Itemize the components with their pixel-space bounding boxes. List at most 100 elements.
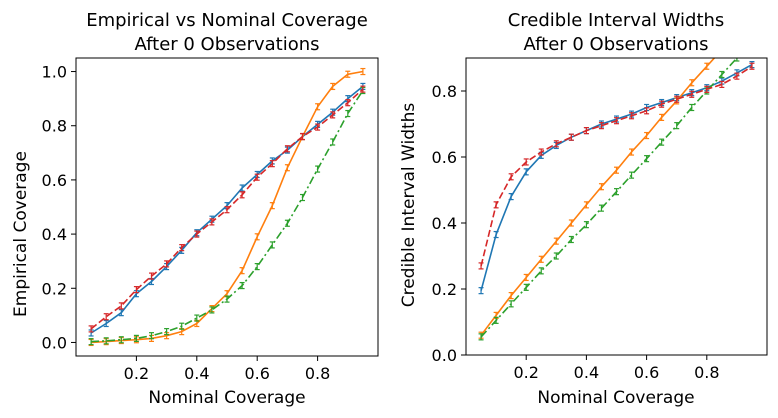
width-series-3-point (659, 100, 665, 108)
coverage-series-3-point (103, 313, 109, 321)
coverage-series-2-point (284, 219, 290, 227)
width-series-2-point (538, 267, 544, 275)
coverage-series-2-point (254, 263, 260, 271)
width-ytick-label: 0.2 (432, 280, 457, 299)
width-series-0-point (523, 168, 529, 176)
coverage-ytick-label: 1.0 (42, 63, 67, 82)
width-series-3-point (568, 133, 574, 141)
coverage-chart-xlabel: Nominal Coverage (148, 388, 305, 408)
width-series-2-point (508, 300, 514, 308)
coverage-chart-ylabel: Empirical Coverage (11, 151, 31, 317)
width-series-3-point (749, 62, 755, 70)
width-ytick-label: 0.0 (432, 346, 457, 365)
width-series-0-line (480, 63, 753, 291)
width-series-3-point (704, 85, 710, 93)
coverage-series-2-point (239, 281, 245, 290)
coverage-series-2-point (330, 138, 336, 146)
width-series-1-point (553, 237, 559, 245)
coverage-chart-subtitle: After 0 Observations (134, 34, 319, 55)
width-series-1-point (719, 47, 724, 53)
width-chart-ylabel: Credible Interval Widths (399, 103, 419, 308)
width-series-2-point (734, 58, 740, 62)
width-series-1-point (659, 113, 665, 122)
width-series-3-point (598, 122, 604, 130)
width-series-3-point (734, 72, 740, 80)
coverage-series-0-point (239, 184, 245, 192)
width-series-2-point (749, 40, 754, 46)
coverage-series-2-point (164, 328, 170, 336)
coverage-ytick-label: 0.2 (42, 279, 67, 298)
width-chart-xlabel: Nominal Coverage (537, 388, 694, 408)
coverage-series-2-point (88, 338, 94, 346)
coverage-xtick-label: 0.2 (124, 364, 149, 383)
width-series-2-point (598, 204, 604, 212)
width-series-1-point (614, 166, 619, 174)
width-series-3-point (583, 126, 589, 135)
coverage-xtick-label: 0.8 (305, 364, 330, 383)
coverage-series-3-point (345, 99, 351, 107)
width-series-2-point (659, 138, 665, 146)
width-series-1-point (689, 79, 695, 87)
width-series-1-point (704, 62, 710, 70)
coverage-series-2-point (269, 241, 275, 249)
width-series-3-point (719, 80, 725, 89)
width-series-3-point (508, 173, 514, 181)
coverage-series-1-point (254, 233, 260, 241)
width-series-2-point (719, 70, 725, 79)
width-series-2-point (553, 252, 559, 260)
coverage-series-1-point (284, 164, 290, 172)
coverage-series-2-point (103, 337, 109, 345)
width-series-1-point (538, 255, 544, 263)
width-series-2-point (583, 221, 589, 229)
coverage-chart: Empirical vs Nominal Coverage After 0 Ob… (11, 10, 379, 408)
coverage-series-2-point (345, 109, 351, 118)
width-series-0-point (478, 287, 484, 295)
width-xtick-label: 0.8 (694, 363, 719, 382)
width-series-1-point (508, 292, 514, 300)
width-series-3-point (523, 158, 529, 166)
width-series-3-point (493, 201, 499, 209)
width-series-2-point (523, 283, 529, 291)
coverage-series-2-point (224, 295, 230, 303)
width-series-3-point (478, 262, 484, 270)
width-series-3-point (629, 112, 635, 120)
coverage-series-3-point (179, 244, 185, 252)
coverage-series-3-point (360, 85, 366, 93)
coverage-ytick-label: 0.4 (42, 225, 67, 244)
coverage-series-3-point (133, 286, 139, 294)
width-xtick-label: 0.6 (634, 363, 659, 382)
width-axes-frame (465, 57, 768, 356)
width-series-3-line (480, 65, 753, 267)
width-chart: Credible Interval Widths After 0 Observa… (399, 10, 768, 408)
coverage-series-3-point (269, 160, 275, 168)
coverage-ytick-label: 0.0 (42, 333, 67, 352)
coverage-series-3-point (118, 302, 124, 310)
width-series-1-point (523, 273, 529, 282)
coverage-series-2-point (133, 334, 139, 342)
coverage-series-3-point (164, 260, 170, 268)
coverage-series-0-point (103, 319, 109, 328)
coverage-series-1-point (345, 70, 351, 78)
coverage-chart-title: Empirical vs Nominal Coverage (86, 10, 368, 31)
width-chart-plot-area: 0.2 0.4 0.6 0.8 0.0 0.2 0.4 0.6 0.8 (432, 40, 768, 382)
width-chart-title: Credible Interval Widths (508, 10, 725, 31)
width-series-1-point (583, 201, 589, 209)
width-series-1-point (568, 219, 574, 227)
width-ytick-label: 0.8 (432, 82, 457, 101)
coverage-series-2-point (179, 322, 185, 330)
coverage-ytick-label: 0.8 (42, 117, 67, 136)
coverage-series-2-point (209, 306, 215, 314)
coverage-series-2-point (149, 332, 154, 340)
coverage-series-3-point (284, 145, 290, 153)
coverage-series-1-point (330, 82, 336, 91)
coverage-series-3-point (254, 173, 260, 181)
width-series-3-point (538, 148, 544, 156)
coverage-series-1-point (269, 202, 275, 210)
coverage-series-group (88, 67, 366, 347)
coverage-series-3-point (239, 191, 245, 199)
coverage-series-2-point (315, 165, 321, 173)
width-series-3-point (644, 107, 650, 115)
width-xtick-label: 0.2 (513, 363, 538, 382)
coverage-chart-plot-area: 0.2 0.4 0.6 0.8 0.0 0.2 0.4 0.6 0.8 1.0 (42, 57, 379, 383)
width-series-2-point (614, 188, 619, 196)
